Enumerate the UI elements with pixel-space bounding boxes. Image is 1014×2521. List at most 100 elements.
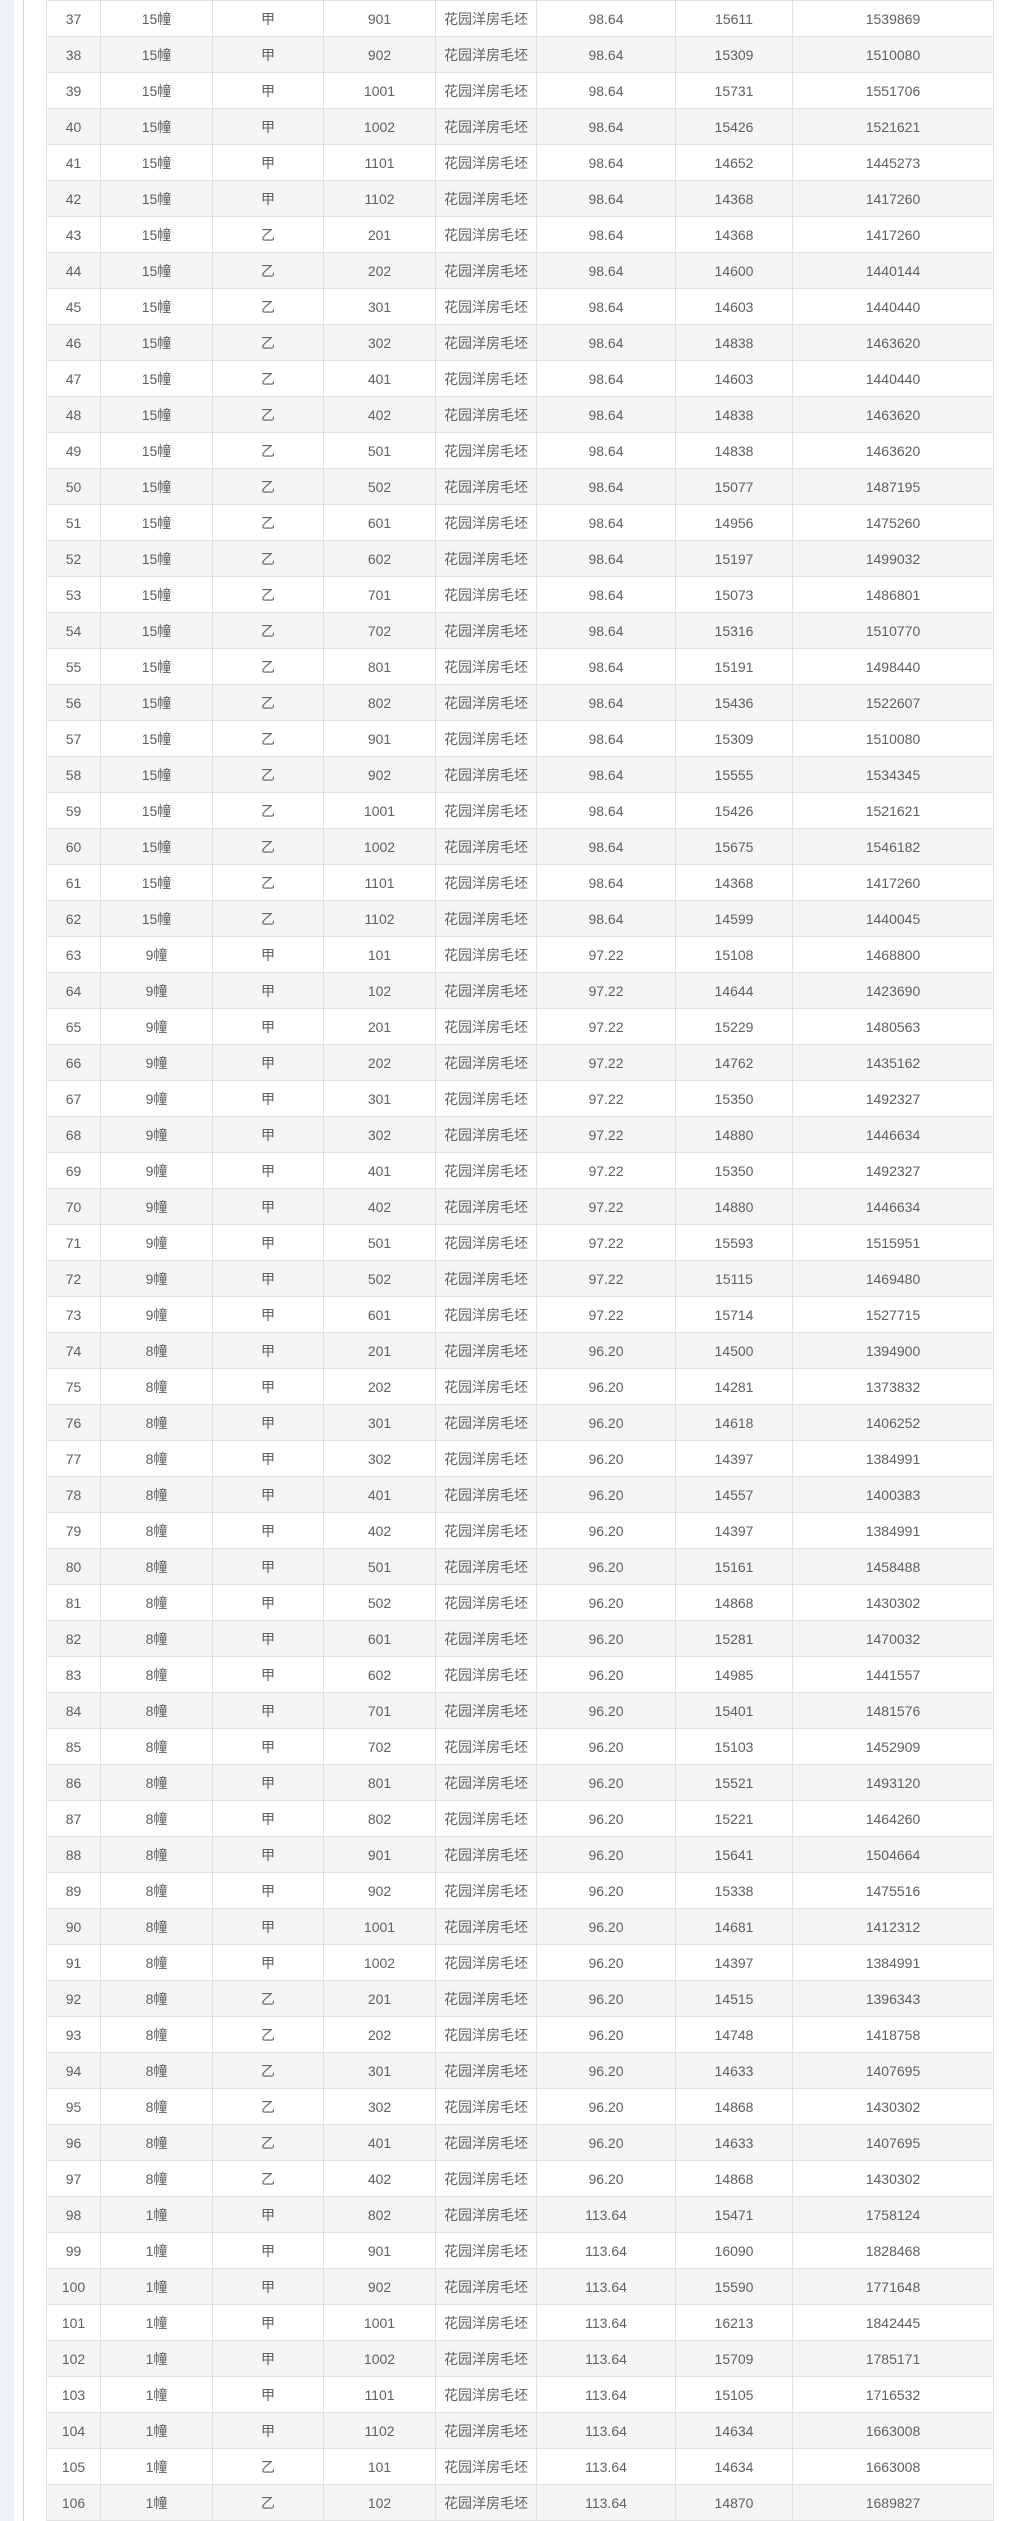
cell-unit-price: 15590 <box>675 2268 793 2305</box>
cell-building: 9幢 <box>100 1044 213 1081</box>
cell-row-index: 81 <box>46 1584 101 1621</box>
table-row: 57 15幢乙 901 花园洋房毛坯 98.64 15309 1510080 <box>46 720 994 757</box>
table-row: 76 8幢甲 301 花园洋房毛坯 96.20 14618 1406252 <box>46 1404 994 1441</box>
cell-unit-price: 15077 <box>675 468 793 505</box>
table-row: 42 15幢甲 1102 花园洋房毛坯 98.64 14368 1417260 <box>46 180 994 217</box>
cell-building: 1幢 <box>100 2412 213 2449</box>
cell-type: 花园洋房毛坯 <box>435 2052 537 2089</box>
cell-building: 1幢 <box>100 2196 213 2233</box>
cell-unit: 甲 <box>212 1440 324 1477</box>
cell-unit: 甲 <box>212 2376 324 2413</box>
cell-total-price: 1510080 <box>792 720 994 757</box>
cell-room: 1001 <box>323 792 436 829</box>
cell-row-index: 56 <box>46 684 101 721</box>
cell-room: 802 <box>323 1800 436 1837</box>
cell-total-price: 1499032 <box>792 540 994 577</box>
table-row: 62 15幢乙 1102 花园洋房毛坯 98.64 14599 1440045 <box>46 900 994 937</box>
cell-unit: 甲 <box>212 936 324 973</box>
cell-area: 113.64 <box>536 2196 676 2233</box>
cell-unit-price: 15073 <box>675 576 793 613</box>
cell-unit-price: 14748 <box>675 2016 793 2053</box>
table-row: 103 1幢甲 1101 花园洋房毛坯 113.64 15105 1716532 <box>46 2376 994 2413</box>
cell-type: 花园洋房毛坯 <box>435 2232 537 2269</box>
cell-type: 花园洋房毛坯 <box>435 1512 537 1549</box>
cell-unit-price: 14956 <box>675 504 793 541</box>
cell-building: 9幢 <box>100 1224 213 1261</box>
table-row: 51 15幢乙 601 花园洋房毛坯 98.64 14956 1475260 <box>46 504 994 541</box>
cell-area: 98.64 <box>536 36 676 73</box>
cell-unit-price: 14397 <box>675 1944 793 1981</box>
cell-unit-price: 14603 <box>675 288 793 325</box>
cell-room: 101 <box>323 2448 436 2485</box>
cell-unit-price: 14633 <box>675 2124 793 2161</box>
cell-room: 1101 <box>323 2376 436 2413</box>
cell-type: 花园洋房毛坯 <box>435 612 537 649</box>
table-row: 104 1幢甲 1102 花园洋房毛坯 113.64 14634 1663008 <box>46 2412 994 2449</box>
cell-room: 202 <box>323 2016 436 2053</box>
table-row: 84 8幢甲 701 花园洋房毛坯 96.20 15401 1481576 <box>46 1692 994 1729</box>
cell-building: 15幢 <box>100 468 213 505</box>
cell-total-price: 1464260 <box>792 1800 994 1837</box>
cell-type: 花园洋房毛坯 <box>435 1296 537 1333</box>
cell-area: 98.64 <box>536 504 676 541</box>
cell-building: 15幢 <box>100 432 213 469</box>
cell-area: 113.64 <box>536 2340 676 2377</box>
cell-unit: 甲 <box>212 36 324 73</box>
cell-type: 花园洋房毛坯 <box>435 2124 537 2161</box>
cell-total-price: 1480563 <box>792 1008 994 1045</box>
cell-type: 花园洋房毛坯 <box>435 1476 537 1513</box>
table-row: 50 15幢乙 502 花园洋房毛坯 98.64 15077 1487195 <box>46 468 994 505</box>
cell-room: 902 <box>323 756 436 793</box>
cell-room: 702 <box>323 612 436 649</box>
table-row: 82 8幢甲 601 花园洋房毛坯 96.20 15281 1470032 <box>46 1620 994 1657</box>
cell-area: 98.64 <box>536 468 676 505</box>
cell-row-index: 84 <box>46 1692 101 1729</box>
cell-unit: 乙 <box>212 468 324 505</box>
cell-room: 501 <box>323 1224 436 1261</box>
cell-area: 97.22 <box>536 1080 676 1117</box>
cell-row-index: 61 <box>46 864 101 901</box>
cell-row-index: 102 <box>46 2340 101 2377</box>
cell-row-index: 106 <box>46 2484 101 2521</box>
cell-row-index: 85 <box>46 1728 101 1765</box>
cell-building: 1幢 <box>100 2340 213 2377</box>
table-row: 52 15幢乙 602 花园洋房毛坯 98.64 15197 1499032 <box>46 540 994 577</box>
cell-unit-price: 14838 <box>675 432 793 469</box>
cell-type: 花园洋房毛坯 <box>435 1224 537 1261</box>
cell-unit: 乙 <box>212 720 324 757</box>
cell-area: 98.64 <box>536 216 676 253</box>
cell-area: 96.20 <box>536 1368 676 1405</box>
cell-area: 96.20 <box>536 2124 676 2161</box>
table-row: 65 9幢甲 201 花园洋房毛坯 97.22 15229 1480563 <box>46 1008 994 1045</box>
cell-unit-price: 14652 <box>675 144 793 181</box>
cell-room: 1001 <box>323 72 436 109</box>
cell-type: 花园洋房毛坯 <box>435 468 537 505</box>
cell-unit-price: 14600 <box>675 252 793 289</box>
cell-room: 202 <box>323 1044 436 1081</box>
cell-building: 15幢 <box>100 216 213 253</box>
cell-type: 花园洋房毛坯 <box>435 2160 537 2197</box>
cell-room: 802 <box>323 2196 436 2233</box>
cell-room: 1001 <box>323 1908 436 1945</box>
cell-area: 98.64 <box>536 684 676 721</box>
table-row: 54 15幢乙 702 花园洋房毛坯 98.64 15316 1510770 <box>46 612 994 649</box>
cell-type: 花园洋房毛坯 <box>435 1584 537 1621</box>
cell-type: 花园洋房毛坯 <box>435 936 537 973</box>
cell-total-price: 1458488 <box>792 1548 994 1585</box>
cell-area: 97.22 <box>536 1152 676 1189</box>
cell-building: 8幢 <box>100 1908 213 1945</box>
cell-total-price: 1394900 <box>792 1332 994 1369</box>
cell-room: 302 <box>323 324 436 361</box>
table-row: 53 15幢乙 701 花园洋房毛坯 98.64 15073 1486801 <box>46 576 994 613</box>
cell-unit-price: 15709 <box>675 2340 793 2377</box>
cell-area: 97.22 <box>536 936 676 973</box>
cell-type: 花园洋房毛坯 <box>435 1044 537 1081</box>
cell-unit: 乙 <box>212 612 324 649</box>
cell-unit: 甲 <box>212 1872 324 1909</box>
cell-total-price: 1546182 <box>792 828 994 865</box>
cell-unit-price: 15221 <box>675 1800 793 1837</box>
cell-row-index: 79 <box>46 1512 101 1549</box>
cell-area: 98.64 <box>536 612 676 649</box>
table-row: 67 9幢甲 301 花园洋房毛坯 97.22 15350 1492327 <box>46 1080 994 1117</box>
cell-unit: 甲 <box>212 1476 324 1513</box>
